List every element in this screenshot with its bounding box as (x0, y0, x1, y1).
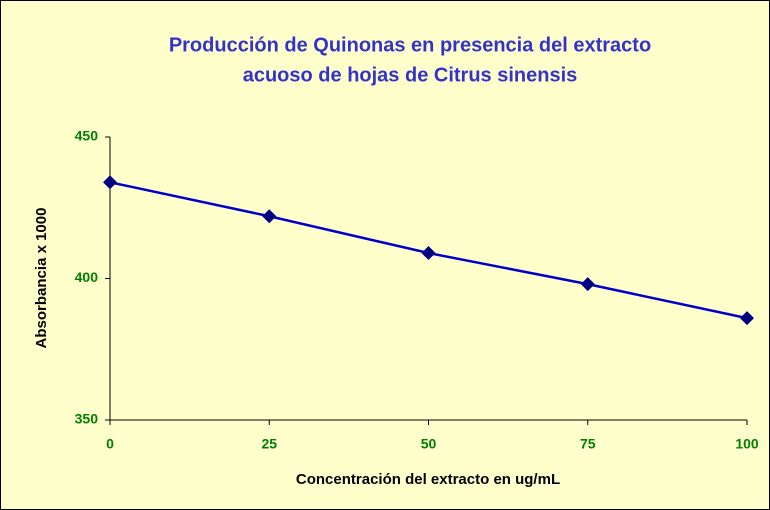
x-tick-label: 100 (735, 436, 759, 452)
chart-title: Producción de Quinonas en presencia del … (169, 34, 651, 56)
data-point (103, 175, 117, 190)
x-tick-label: 0 (106, 436, 114, 452)
y-axis-label: Absorbancia x 1000 (33, 208, 50, 349)
y-tick-label: 350 (75, 411, 99, 427)
data-point (740, 311, 754, 326)
x-axis-label: Concentración del extracto en ug/mL (296, 471, 560, 488)
y-tick-label: 400 (75, 269, 99, 285)
x-tick-label: 75 (580, 436, 596, 452)
y-tick-label: 450 (75, 128, 99, 144)
x-tick-label: 50 (421, 436, 437, 452)
data-point (421, 246, 436, 261)
x-tick-label: 25 (261, 436, 277, 452)
chart-title: acuoso de hojas de Citrus sinensis (243, 64, 578, 86)
data-point (580, 277, 595, 292)
data-point (262, 209, 277, 224)
